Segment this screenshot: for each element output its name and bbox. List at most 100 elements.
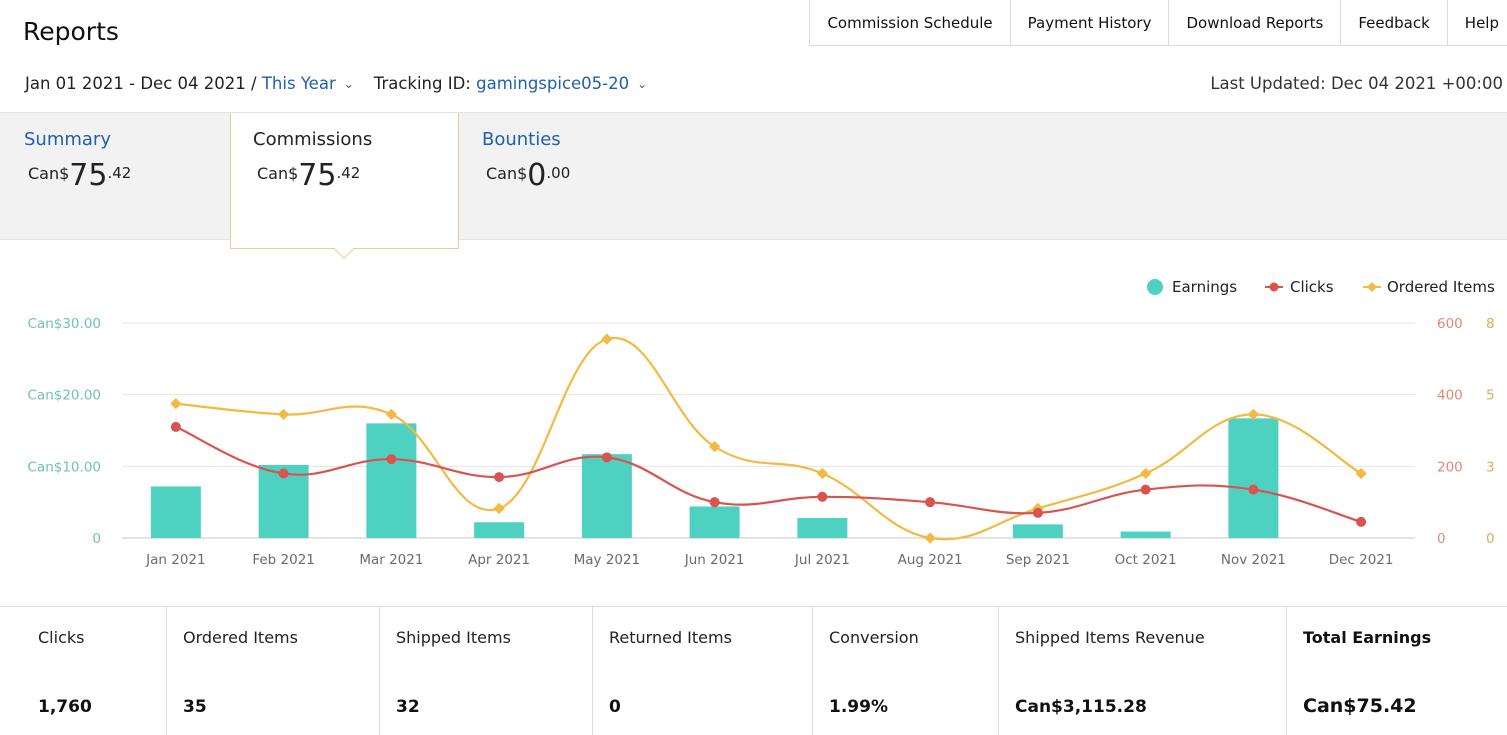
tab-summary-label[interactable]: Summary — [24, 129, 111, 150]
x-tick-label: Jul 2021 — [794, 552, 850, 568]
x-tick-label: May 2021 — [574, 552, 641, 568]
stat-label: Ordered Items — [183, 628, 298, 647]
feedback-link[interactable]: Feedback — [1340, 0, 1446, 46]
stat-returned-items: Returned Items 0 — [593, 607, 813, 735]
left-tick-label: Can$20.00 — [28, 388, 102, 404]
stat-value: 35 — [183, 697, 207, 717]
clicks-point — [170, 421, 181, 432]
clicks-point — [709, 497, 720, 508]
stat-value: 0 — [609, 697, 621, 717]
page-title: Reports — [23, 17, 119, 46]
clicks-point — [601, 452, 612, 463]
tab-commissions[interactable]: Commissions Can$75.42 — [230, 113, 459, 259]
stat-value: Can$3,115.28 — [1015, 697, 1147, 717]
left-tick-label: Can$10.00 — [28, 459, 102, 475]
right-tick-label-items: 8 — [1486, 316, 1495, 332]
ordered-items-point — [816, 467, 829, 480]
x-tick-label: Dec 2021 — [1329, 552, 1394, 568]
commission-schedule-link[interactable]: Commission Schedule — [809, 0, 1009, 46]
clicks-point — [817, 491, 828, 502]
left-tick-label: 0 — [92, 531, 101, 547]
clicks-point — [494, 472, 505, 483]
earnings-chart: Can$30.00 Can$20.00 Can$10.00 0 600 400 200 0 8 5… — [28, 278, 1495, 568]
stats-row: Clicks 1,760 Ordered Items 35 Shipped It… — [0, 606, 1507, 735]
stat-value: 1,760 — [38, 697, 92, 717]
legend-earnings-marker — [1147, 279, 1163, 295]
stat-label: Clicks — [38, 628, 85, 647]
top-links-bar: Commission Schedule Payment History Down… — [809, 0, 1507, 46]
tab-summary-amount: Can$75.42 — [28, 158, 132, 193]
clicks-point — [386, 454, 397, 465]
help-link[interactable]: Help — [1446, 0, 1507, 46]
stat-shipped-revenue: Shipped Items Revenue Can$3,115.28 — [999, 607, 1287, 735]
right-tick-label-clicks: 600 — [1437, 316, 1463, 332]
date-range: Jan 01 2021 - Dec 04 2021 / — [25, 74, 257, 93]
stat-label: Total Earnings — [1303, 628, 1432, 647]
earnings-bar — [797, 517, 848, 538]
x-tick-label: Mar 2021 — [359, 552, 423, 568]
x-tick-label: Feb 2021 — [252, 552, 315, 568]
ordered-items-point — [170, 397, 182, 410]
ordered-items-point — [1247, 408, 1260, 421]
x-tick-label: Apr 2021 — [468, 552, 530, 568]
ordered-items-point — [924, 532, 936, 544]
period-dropdown[interactable]: This Year — [261, 74, 336, 93]
stat-label: Shipped Items Revenue — [1015, 628, 1205, 647]
tracking-id-label: Tracking ID: — [373, 74, 471, 93]
tab-bounties-amount: Can$0.00 — [486, 158, 571, 193]
earnings-bar — [1228, 418, 1279, 538]
payment-history-link[interactable]: Payment History — [1009, 0, 1169, 46]
right-tick-label-items: 0 — [1486, 531, 1495, 547]
ordered-items-point — [708, 440, 721, 453]
x-tick-label: Oct 2021 — [1115, 552, 1177, 568]
right-tick-label-clicks: 200 — [1437, 459, 1463, 475]
legend-items-label: Ordered Items — [1387, 278, 1495, 296]
tab-bounties[interactable]: Bounties Can$0.00 — [459, 113, 689, 241]
tab-commissions-label[interactable]: Commissions — [253, 129, 373, 150]
chevron-down-icon[interactable]: ⌄ — [637, 76, 648, 91]
tracking-id-dropdown[interactable]: gamingspice05-20 — [476, 74, 630, 93]
ordered-items-point — [1355, 467, 1367, 480]
last-updated: Last Updated: Dec 04 2021 +00:00 — [1210, 74, 1503, 93]
clicks-point — [1140, 484, 1151, 495]
clicks-point — [1248, 484, 1259, 495]
legend-earnings-label: Earnings — [1172, 278, 1237, 296]
stat-ordered-items: Ordered Items 35 — [167, 607, 380, 735]
ordered-items-point — [1139, 467, 1152, 480]
stat-shipped-items: Shipped Items 32 — [380, 607, 593, 735]
ordered-items-point — [277, 408, 290, 421]
legend-clicks-marker — [1269, 282, 1279, 292]
legend-items-marker — [1367, 282, 1377, 292]
x-tick-label: Aug 2021 — [898, 552, 963, 568]
stat-label: Conversion — [829, 628, 919, 647]
report-tabs: Summary Can$75.42 Commissions Can$75.42 … — [0, 112, 1507, 259]
earnings-bar — [581, 454, 632, 538]
earnings-bar — [1012, 524, 1063, 538]
right-tick-label-items: 5 — [1486, 388, 1495, 404]
ordered-items-point — [385, 408, 398, 421]
tab-bounties-label[interactable]: Bounties — [482, 129, 561, 150]
x-tick-label: Jun 2021 — [684, 552, 745, 568]
earnings-bar — [150, 486, 201, 538]
clicks-point — [925, 497, 936, 508]
x-tick-label: Nov 2021 — [1221, 552, 1286, 568]
stat-conversion: Conversion 1.99% — [813, 607, 999, 735]
tab-summary[interactable]: Summary Can$75.42 — [0, 113, 230, 241]
right-tick-label-clicks: 0 — [1437, 531, 1446, 547]
stat-clicks: Clicks 1,760 — [0, 607, 167, 735]
stat-total-earnings: Total Earnings Can$75.42 — [1287, 607, 1507, 735]
left-tick-label: Can$30.00 — [28, 316, 102, 332]
report-filters: Jan 01 2021 - Dec 04 2021 / This Year ⌄ … — [25, 74, 647, 93]
tab-commissions-amount: Can$75.42 — [257, 158, 361, 193]
earnings-bar — [689, 506, 740, 538]
chevron-down-icon[interactable]: ⌄ — [343, 76, 354, 91]
stat-label: Shipped Items — [396, 628, 511, 647]
stat-value: 32 — [396, 697, 420, 717]
download-reports-link[interactable]: Download Reports — [1168, 0, 1340, 46]
clicks-point — [1032, 507, 1043, 518]
legend-clicks-label: Clicks — [1290, 278, 1334, 296]
x-tick-label: Jan 2021 — [145, 552, 205, 568]
x-tick-label: Sep 2021 — [1006, 552, 1070, 568]
stat-label: Returned Items — [609, 628, 732, 647]
